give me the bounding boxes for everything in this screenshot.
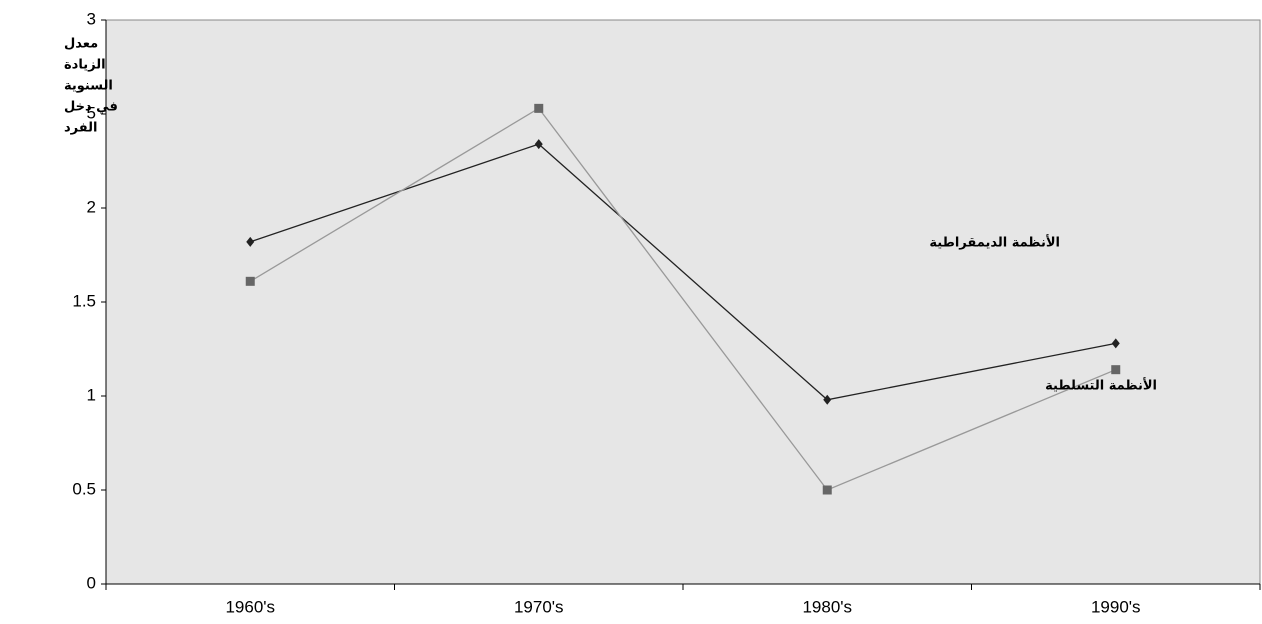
y-tick-label: 5: [87, 103, 96, 122]
y-axis-label: الفرد: [64, 121, 97, 136]
y-tick-label: 0: [87, 573, 96, 592]
marker: [534, 139, 543, 150]
y-axis-label: السنوية: [64, 79, 113, 94]
marker: [246, 236, 255, 247]
y-tick-label: 2: [87, 197, 96, 216]
marker: [822, 485, 832, 495]
x-tick-label: 1980's: [802, 597, 852, 616]
y-axis-label: معدل: [64, 37, 98, 52]
marker: [534, 103, 544, 113]
x-tick-label: 1990's: [1091, 597, 1141, 616]
y-axis-label: في دخل: [64, 100, 118, 115]
x-tick-label: 1960's: [225, 597, 275, 616]
y-tick-label: 1: [87, 385, 96, 404]
series-line: [249, 107, 1117, 491]
marker: [1111, 365, 1121, 375]
y-tick-label: 3: [87, 9, 96, 28]
y-axis-label: الزيادة: [64, 58, 106, 73]
marker: [1111, 338, 1120, 349]
series-line: [250, 143, 1116, 401]
marker: [245, 276, 255, 286]
series-label: الأنظمة الديمقراطية: [929, 234, 1060, 251]
plot-area: [105, 19, 1261, 585]
marker: [823, 394, 832, 405]
series-label: الأنظمة التسلطية: [1045, 377, 1157, 394]
y-tick-label: 0.5: [72, 479, 96, 498]
x-tick-label: 1970's: [514, 597, 564, 616]
y-tick-label: 1.5: [72, 291, 96, 310]
